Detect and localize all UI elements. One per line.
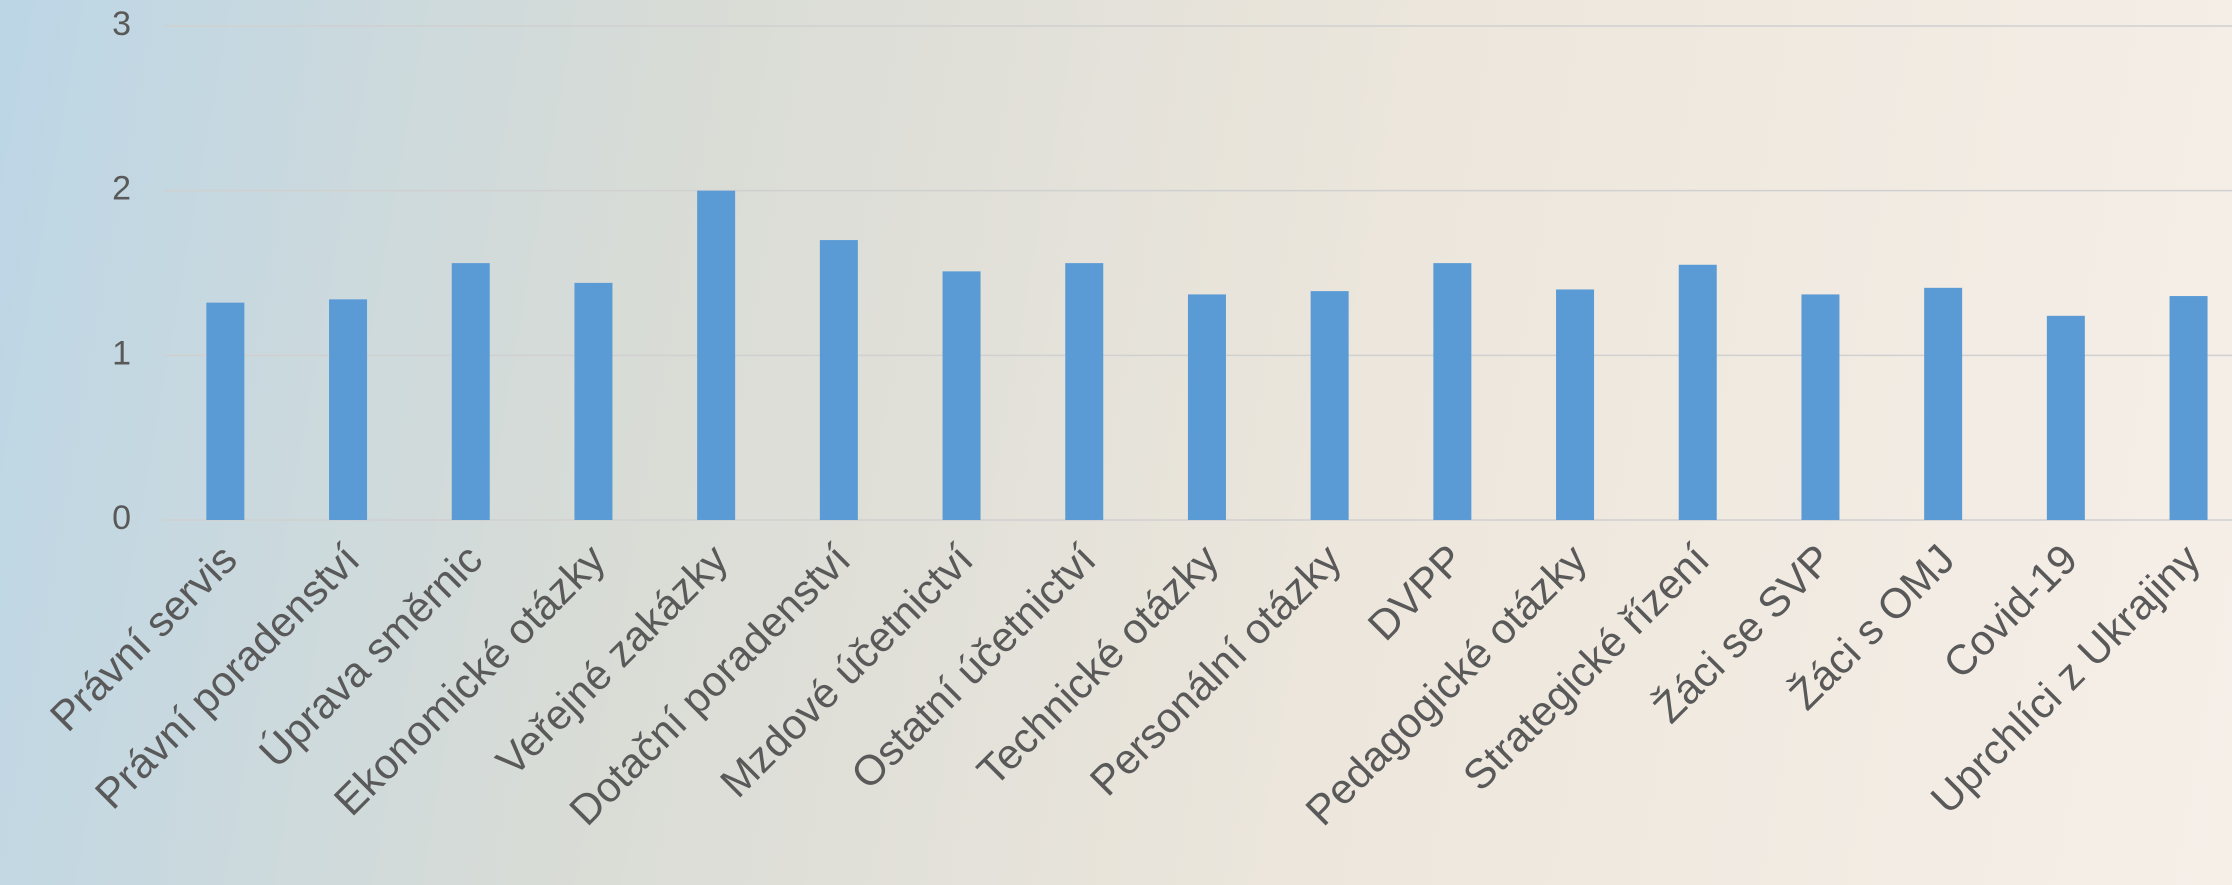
bar <box>1187 294 1226 520</box>
bar <box>2169 296 2208 520</box>
x-tick-label: DVPP <box>1359 535 1473 649</box>
bar <box>1556 289 1595 520</box>
bar <box>1924 287 1963 520</box>
y-tick-label: 0 <box>112 499 131 537</box>
bar <box>2046 315 2085 520</box>
bar <box>1678 264 1717 520</box>
y-tick-label: 1 <box>112 334 131 372</box>
bar <box>1433 263 1472 520</box>
y-tick-label: 2 <box>112 170 131 208</box>
bar <box>1065 263 1104 520</box>
bar <box>819 240 858 521</box>
bar <box>206 302 245 520</box>
bar <box>697 190 736 520</box>
x-tick-label: Veřejné zakázky <box>487 535 736 784</box>
bar <box>942 271 981 520</box>
bar <box>329 299 368 520</box>
bar <box>574 282 613 520</box>
x-tick-label: Úprava směrnic <box>250 535 491 776</box>
bar <box>1801 294 1840 520</box>
bar <box>1310 291 1349 520</box>
y-tick-label: 3 <box>112 5 131 43</box>
bar <box>451 263 490 520</box>
